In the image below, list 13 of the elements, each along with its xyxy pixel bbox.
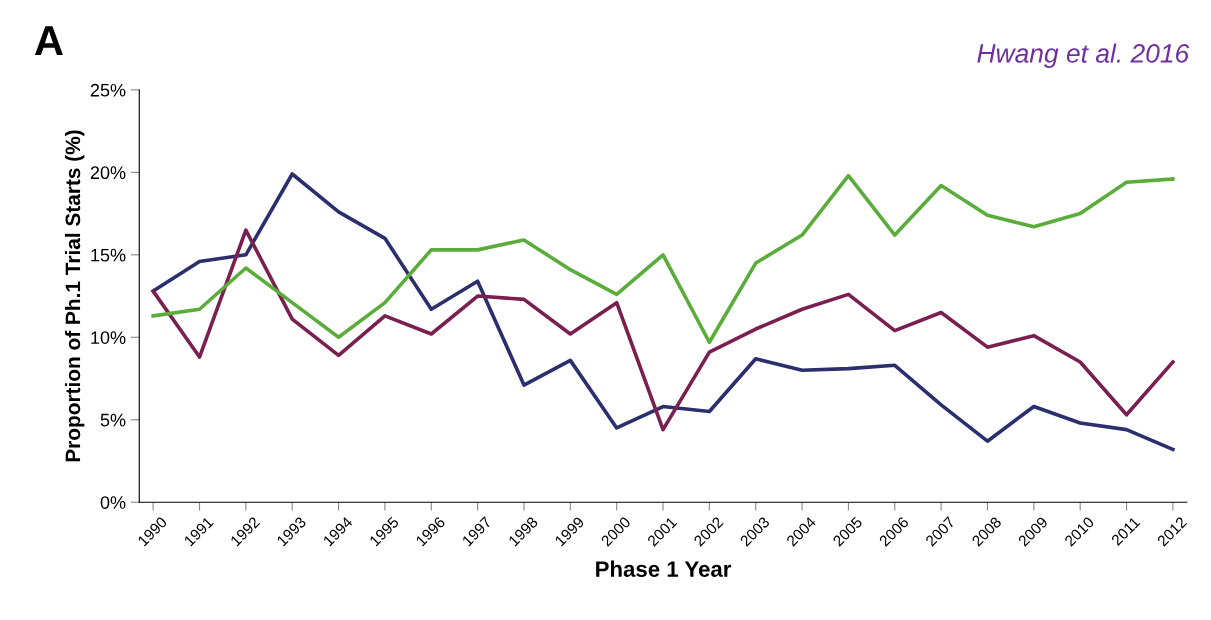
- y-tick-label: 15%: [91, 248, 126, 262]
- y-tick-label: 0%: [100, 496, 126, 509]
- line-series: [151, 172, 1175, 452]
- y-axis-title: Proportion of Ph.1 Trial Starts (%): [64, 130, 85, 462]
- y-tick-label: 20%: [90, 166, 126, 180]
- y-tick-label: 25%: [90, 83, 126, 97]
- text: Hwang et al. 2016: [977, 43, 1190, 68]
- line-series: [151, 228, 1175, 432]
- y-tick-label: 5%: [100, 413, 126, 427]
- x-axis-title: Phase 1 Year: [596, 560, 732, 577]
- y-tick-label: 10%: [91, 331, 126, 344]
- line-series: [151, 173, 1175, 345]
- text: A: [34, 26, 63, 55]
